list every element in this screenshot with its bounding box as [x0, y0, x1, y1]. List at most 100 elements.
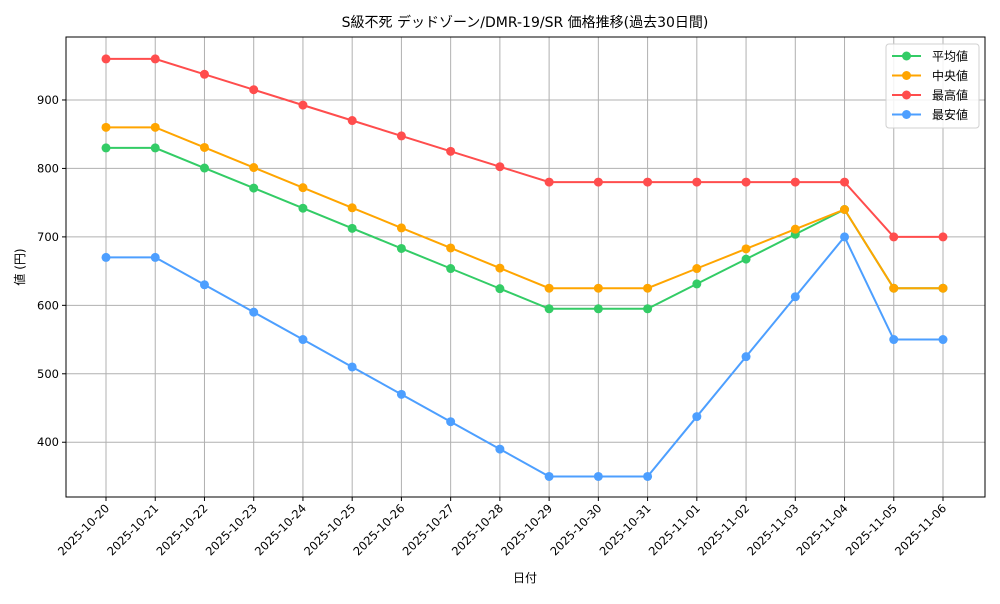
- data-point: [741, 177, 751, 187]
- x-tick-label: 2025-10-28: [449, 501, 506, 558]
- x-tick-label: 2025-11-02: [695, 501, 752, 558]
- x-tick-label: 2025-10-23: [203, 501, 260, 558]
- x-tick-label: 2025-10-29: [498, 501, 555, 558]
- data-point: [544, 177, 554, 187]
- data-point: [643, 304, 653, 314]
- data-point: [249, 183, 259, 193]
- legend-marker: [902, 71, 911, 80]
- data-point: [298, 100, 308, 110]
- data-point: [101, 54, 111, 64]
- data-point: [150, 143, 160, 153]
- data-point: [692, 264, 702, 274]
- legend-marker: [902, 51, 911, 61]
- data-point: [446, 264, 456, 274]
- y-tick-label: 400: [37, 435, 59, 449]
- data-point: [199, 142, 209, 152]
- data-point: [446, 417, 456, 427]
- data-point: [741, 254, 751, 264]
- data-point: [396, 223, 406, 233]
- chart-title: S級不死 デッドゾーン/DMR-19/SR 価格推移(過去30日間): [342, 14, 709, 31]
- data-point: [150, 122, 160, 132]
- data-point: [150, 54, 160, 64]
- data-point: [396, 389, 406, 399]
- x-tick-label: 2025-11-05: [843, 501, 900, 558]
- data-point: [446, 146, 456, 156]
- data-point: [593, 177, 603, 187]
- data-point: [495, 162, 505, 172]
- data-point: [495, 444, 505, 454]
- x-tick-label: 2025-11-04: [793, 501, 850, 558]
- x-tick-label: 2025-10-24: [252, 501, 309, 558]
- legend-marker: [902, 110, 911, 119]
- x-axis-ticks: 2025-10-202025-10-212025-10-222025-10-23…: [55, 497, 949, 558]
- y-tick-label: 800: [37, 161, 59, 175]
- data-point: [101, 143, 111, 153]
- data-point: [101, 252, 111, 262]
- data-point: [692, 412, 702, 422]
- data-point: [741, 352, 751, 362]
- legend-label: 中央値: [932, 68, 968, 83]
- legend-label: 最高値: [932, 88, 968, 103]
- series-最高値: [101, 54, 948, 242]
- data-point: [840, 177, 850, 187]
- data-point: [150, 252, 160, 262]
- legend-marker: [902, 90, 911, 100]
- data-point: [101, 122, 111, 132]
- data-point: [495, 284, 505, 294]
- legend-item: 平均値: [892, 49, 968, 64]
- y-axis-ticks: 400 500 600 700 800 900: [37, 93, 66, 449]
- data-point: [840, 232, 850, 242]
- data-point: [692, 177, 702, 187]
- data-point: [692, 279, 702, 289]
- data-point: [790, 224, 800, 234]
- x-tick-label: 2025-11-06: [892, 501, 949, 558]
- y-tick-label: 500: [37, 367, 59, 381]
- data-point: [249, 163, 259, 173]
- legend-label: 平均値: [932, 49, 968, 64]
- data-point: [396, 243, 406, 253]
- data-point: [643, 177, 653, 187]
- x-tick-label: 2025-10-27: [400, 501, 457, 558]
- data-point: [347, 223, 357, 233]
- series-最安値: [101, 232, 948, 481]
- legend-label: 最安値: [932, 107, 968, 122]
- data-point: [298, 203, 308, 213]
- series-line: [106, 146, 943, 310]
- data-point: [643, 471, 653, 481]
- data-point: [889, 335, 899, 345]
- series-line: [106, 235, 943, 478]
- legend-item: 中央値: [892, 68, 968, 83]
- data-point: [298, 335, 308, 345]
- data-point: [889, 232, 899, 242]
- data-point: [643, 283, 653, 293]
- legend-item: 最安値: [892, 107, 968, 122]
- x-tick-label: 2025-10-21: [104, 501, 161, 558]
- data-point: [790, 177, 800, 187]
- data-point: [347, 203, 357, 213]
- data-point: [938, 335, 948, 345]
- series-line: [106, 126, 943, 290]
- legend-item: 最高値: [892, 88, 968, 103]
- data-point: [199, 280, 209, 290]
- data-point: [938, 232, 948, 242]
- x-tick-label: 2025-11-01: [646, 501, 703, 558]
- x-tick-label: 2025-10-26: [350, 501, 407, 558]
- data-point: [840, 205, 850, 214]
- y-tick-label: 700: [37, 230, 59, 244]
- data-point: [741, 244, 751, 254]
- x-tick-label: 2025-10-30: [547, 501, 604, 558]
- plot-frame: [65, 36, 986, 498]
- grid: [66, 37, 985, 497]
- data-point: [938, 283, 948, 293]
- data-point: [347, 116, 357, 126]
- x-tick-label: 2025-10-31: [597, 501, 654, 558]
- data-point: [249, 85, 259, 95]
- data-point: [889, 283, 899, 293]
- x-axis-label: 日付: [513, 571, 537, 585]
- data-point: [790, 292, 800, 302]
- x-tick-label: 2025-10-22: [153, 501, 210, 558]
- y-tick-label: 900: [37, 93, 59, 107]
